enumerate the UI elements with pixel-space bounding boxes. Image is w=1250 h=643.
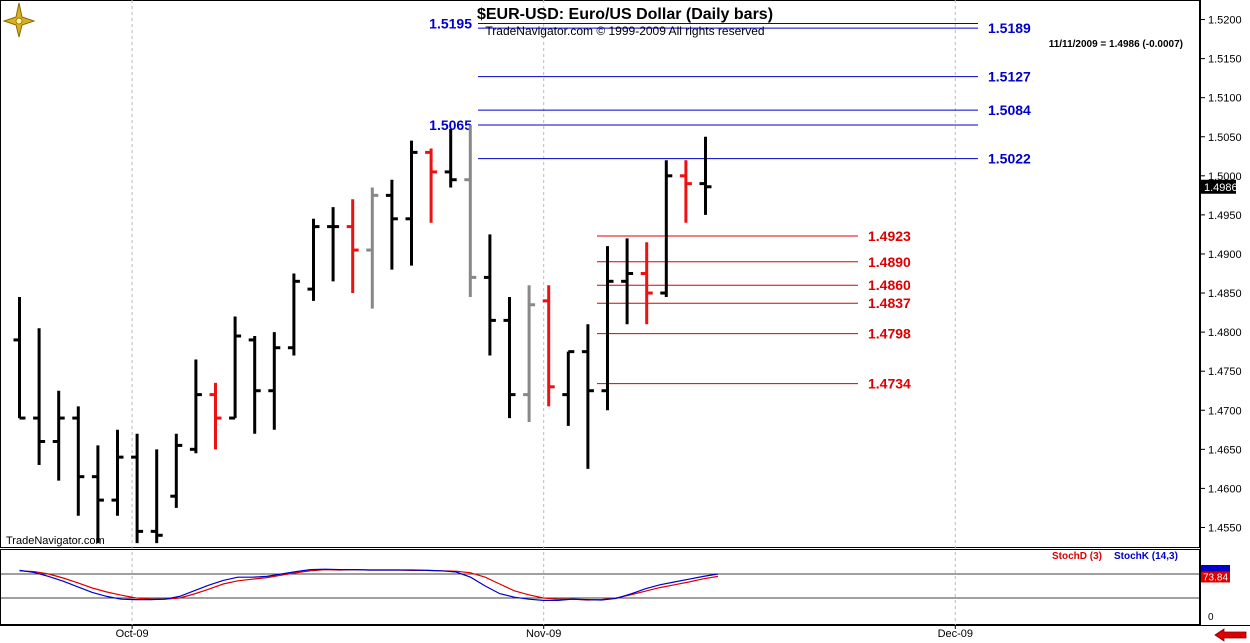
price-axis-ticks: 1.4550 1.4600 1.4650 1.4700 1.4750 1.4800 1.48… [1200, 15, 1242, 534]
stoch-d-value-label: 73.84 [1203, 572, 1228, 583]
support-label: 1.4798 [868, 326, 911, 342]
stoch-d-value-box [1201, 571, 1230, 583]
price-tick-label: 1.4950 [1208, 210, 1242, 222]
resistance-label: 1.5065 [429, 117, 472, 133]
support-label: 1.4837 [868, 295, 911, 311]
chart-subtitle: TradeNavigator.com © 1999-2009 All right… [485, 24, 764, 38]
stochastic-panel: StochD (3) StochK (14,3) 73.84 0 [0, 551, 1230, 623]
ohlc-bar [444, 128, 457, 188]
time-axis-ticks: Oct-09 Nov-09 Dec-09 [116, 625, 973, 640]
support-label: 1.4734 [868, 376, 911, 392]
ohlc-bar [601, 246, 614, 411]
price-tick-label: 1.4550 [1208, 522, 1242, 534]
ohlc-bar [91, 445, 104, 544]
ohlc-bar [503, 296, 516, 419]
resistance-label: 1.5195 [429, 15, 472, 31]
ohlc-bar [13, 296, 26, 420]
ohlc-bar [346, 199, 359, 294]
price-tick-label: 1.4600 [1208, 483, 1242, 495]
ohlc-bar [562, 350, 575, 426]
ohlc-bar [52, 390, 65, 481]
ohlc-bar [699, 136, 712, 215]
ohlc-bar [385, 179, 398, 270]
ohlc-bar [209, 382, 222, 450]
support-label: 1.4890 [868, 254, 911, 270]
price-tick-label: 1.5150 [1208, 54, 1242, 66]
ohlc-bar [523, 285, 536, 422]
price-tick-label: 1.4700 [1208, 405, 1242, 417]
price-tick-label: 1.5050 [1208, 132, 1242, 144]
trade-navigator-logo-icon [2, 2, 36, 38]
ohlc-bar [425, 148, 438, 223]
ohlc-bar [268, 332, 281, 430]
scroll-left-arrow-icon[interactable] [1213, 628, 1248, 642]
resistance-label: 1.5022 [988, 151, 1031, 167]
ohlc-bar [287, 273, 300, 356]
ohlc-bar [366, 187, 379, 309]
resistance-label: 1.5189 [988, 20, 1031, 36]
stoch-panel-frame [0, 549, 1200, 625]
resistance-label: 1.5084 [988, 102, 1031, 118]
watermark: TradeNavigator.com [6, 535, 105, 547]
month-grid [131, 0, 956, 625]
price-axis-area [1200, 0, 1250, 625]
ohlc-bar [229, 316, 242, 420]
ohlc-bar [483, 234, 496, 356]
price-tick-label: 1.5200 [1208, 15, 1242, 27]
stoch-k-line [19, 568, 719, 602]
ohlc-bar [307, 218, 320, 301]
level-lines: 1.5195 1.5189 1.5127 1.5084 1.5065 1.5022 1.49… [429, 15, 1031, 391]
price-tick-label: 1.4750 [1208, 366, 1242, 378]
ohlc-bar [33, 328, 46, 465]
stoch-k-legend: StochK (14,3) [1114, 551, 1178, 562]
time-tick-label: Oct-09 [116, 628, 149, 640]
ohlc-bar [111, 429, 124, 516]
ohlc-bar [170, 433, 183, 508]
ohlc-bar [189, 359, 202, 454]
stoch-axis-label: 0 [1208, 612, 1214, 623]
price-tick-label: 1.4800 [1208, 327, 1242, 339]
ohlc-bar [405, 140, 418, 266]
price-bars [13, 125, 712, 544]
ohlc-bar [640, 242, 653, 325]
ohlc-bar [150, 449, 163, 544]
stoch-d-legend: StochD (3) [1052, 551, 1102, 562]
ohlc-bar [542, 285, 555, 407]
price-tick-label: 1.5100 [1208, 93, 1242, 105]
ohlc-bar [581, 324, 594, 469]
support-label: 1.4923 [868, 228, 911, 244]
last-price-label: 1.4986 [1204, 182, 1238, 194]
ohlc-bar [327, 207, 340, 282]
support-label: 1.4860 [868, 277, 911, 293]
ohlc-bar [464, 125, 477, 297]
ohlc-bar [679, 160, 692, 223]
price-panel-frame [0, 0, 1200, 548]
stoch-k-value-box [1201, 565, 1230, 573]
price-tick-label: 1.4850 [1208, 288, 1242, 300]
ohlc-bar [660, 160, 673, 297]
ohlc-bar [72, 406, 85, 516]
time-tick-label: Nov-09 [526, 628, 561, 640]
price-tick-label: 1.4650 [1208, 444, 1242, 456]
chart-title: $EUR-USD: Euro/US Dollar (Daily bars) [477, 6, 773, 23]
ohlc-bar [131, 433, 144, 544]
price-tick-label: 1.4900 [1208, 249, 1242, 261]
last-quote-label: 11/11/2009 = 1.4986 (-0.0007) [1049, 39, 1183, 50]
resistance-label: 1.5127 [988, 69, 1031, 85]
time-tick-label: Dec-09 [938, 628, 973, 640]
ohlc-bar [621, 238, 634, 325]
ohlc-bar [248, 336, 261, 434]
last-price-box [1201, 179, 1236, 194]
